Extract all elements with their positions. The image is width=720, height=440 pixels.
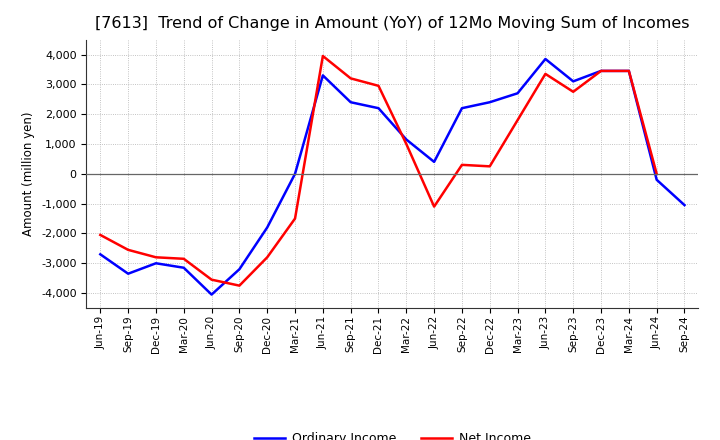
Ordinary Income xyxy=(96,252,104,257)
Y-axis label: Amount (million yen): Amount (million yen) xyxy=(22,112,35,236)
Net Income xyxy=(124,247,132,253)
Net Income xyxy=(569,89,577,95)
Ordinary Income xyxy=(318,73,327,78)
Ordinary Income xyxy=(652,177,661,183)
Ordinary Income xyxy=(152,260,161,266)
Net Income xyxy=(318,53,327,59)
Net Income xyxy=(263,255,271,260)
Ordinary Income xyxy=(430,159,438,165)
Net Income xyxy=(597,68,606,73)
Net Income xyxy=(624,68,633,73)
Ordinary Income xyxy=(374,106,383,111)
Ordinary Income xyxy=(680,202,689,208)
Net Income xyxy=(235,283,243,288)
Net Income xyxy=(96,232,104,238)
Net Income xyxy=(541,71,550,77)
Ordinary Income xyxy=(597,68,606,73)
Ordinary Income xyxy=(485,99,494,105)
Ordinary Income xyxy=(569,79,577,84)
Title: [7613]  Trend of Change in Amount (YoY) of 12Mo Moving Sum of Incomes: [7613] Trend of Change in Amount (YoY) o… xyxy=(95,16,690,32)
Line: Ordinary Income: Ordinary Income xyxy=(100,59,685,295)
Net Income xyxy=(458,162,467,168)
Ordinary Income xyxy=(513,91,522,96)
Line: Net Income: Net Income xyxy=(100,56,657,286)
Net Income xyxy=(430,204,438,209)
Ordinary Income xyxy=(458,106,467,111)
Net Income xyxy=(152,255,161,260)
Net Income xyxy=(374,83,383,88)
Net Income xyxy=(207,277,216,282)
Net Income xyxy=(652,171,661,176)
Ordinary Income xyxy=(207,292,216,297)
Ordinary Income xyxy=(624,68,633,73)
Ordinary Income xyxy=(291,171,300,176)
Net Income xyxy=(402,141,410,147)
Legend: Ordinary Income, Net Income: Ordinary Income, Net Income xyxy=(249,427,536,440)
Net Income xyxy=(179,256,188,261)
Ordinary Income xyxy=(235,267,243,272)
Ordinary Income xyxy=(346,99,355,105)
Ordinary Income xyxy=(402,137,410,142)
Net Income xyxy=(485,164,494,169)
Ordinary Income xyxy=(541,56,550,62)
Net Income xyxy=(346,76,355,81)
Net Income xyxy=(291,216,300,221)
Net Income xyxy=(513,117,522,123)
Ordinary Income xyxy=(179,265,188,270)
Ordinary Income xyxy=(124,271,132,276)
Ordinary Income xyxy=(263,225,271,230)
